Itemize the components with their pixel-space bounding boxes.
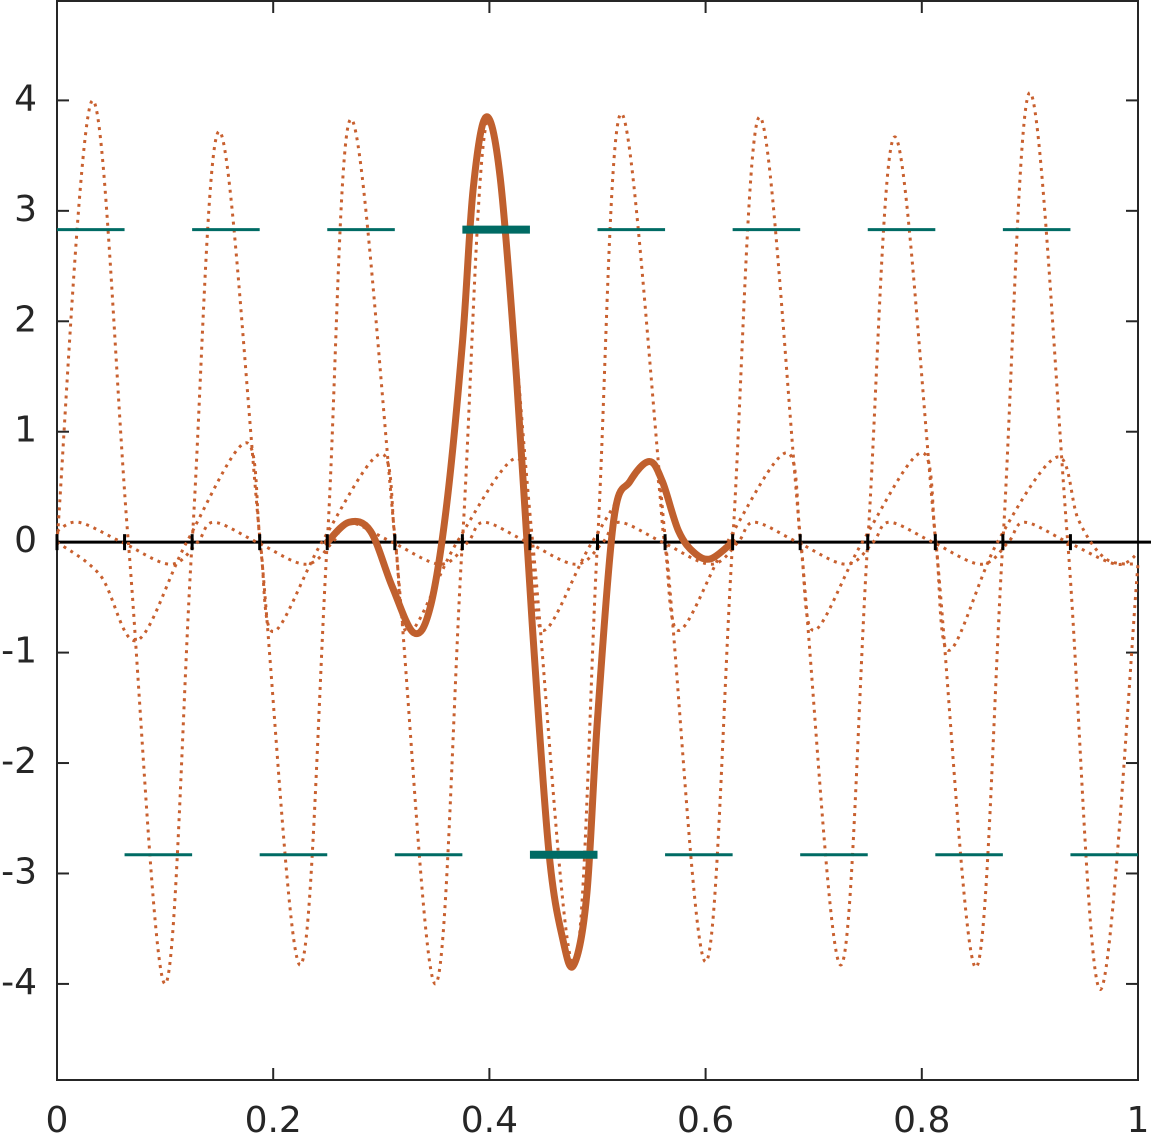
y-tick-label: 0 xyxy=(14,520,37,561)
y-tick-label: 1 xyxy=(14,410,37,451)
y-tick-label: 2 xyxy=(14,299,37,340)
x-tick-label: 0.6 xyxy=(677,1100,734,1139)
y-tick-label: -3 xyxy=(1,851,37,892)
y-tick-label: 3 xyxy=(14,189,37,230)
x-tick-label: 0 xyxy=(46,1100,69,1139)
y-tick-label: -4 xyxy=(1,962,37,1003)
x-tick-label: 0.4 xyxy=(461,1100,518,1139)
solid-curve xyxy=(323,113,737,971)
y-tick-label: -2 xyxy=(1,741,37,782)
x-tick-label: 0.8 xyxy=(893,1100,950,1139)
y-tick-label: -1 xyxy=(1,631,37,672)
y-tick-label: 4 xyxy=(14,78,37,119)
x-tick-label: 0.2 xyxy=(245,1100,302,1139)
x-tick-label: 1 xyxy=(1127,1100,1150,1139)
dotted-curve xyxy=(56,441,1139,652)
